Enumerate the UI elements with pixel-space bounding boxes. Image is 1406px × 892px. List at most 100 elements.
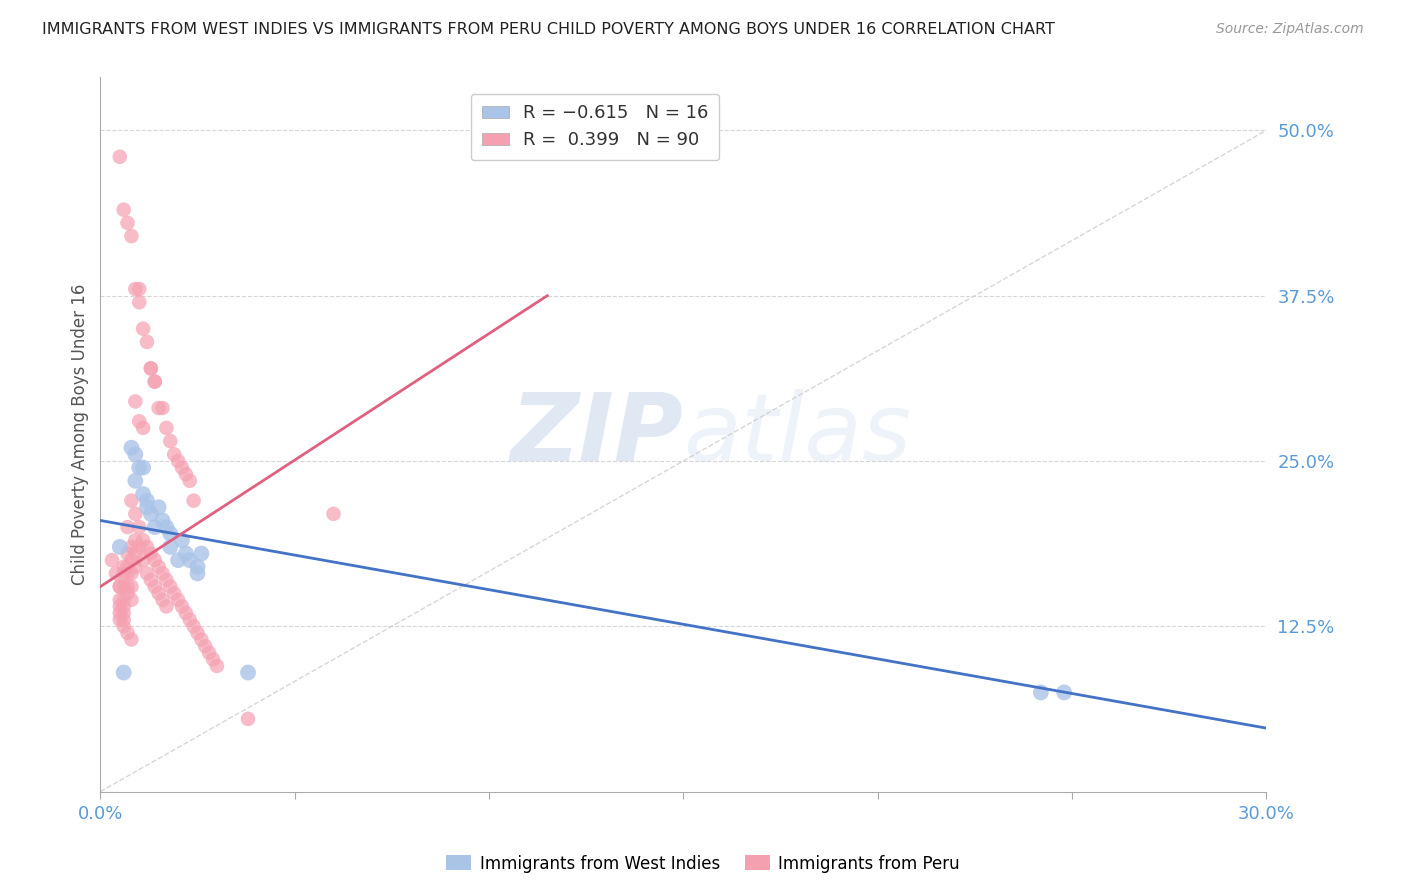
Point xyxy=(112,566,135,581)
Point xyxy=(112,599,135,614)
Point xyxy=(1053,685,1076,699)
Point xyxy=(120,632,142,647)
Legend: Immigrants from West Indies, Immigrants from Peru: Immigrants from West Indies, Immigrants … xyxy=(440,848,966,880)
Point xyxy=(139,361,162,376)
Point xyxy=(117,586,139,600)
Point xyxy=(183,619,205,633)
Point xyxy=(322,507,344,521)
Point xyxy=(108,540,131,554)
Point xyxy=(139,573,162,587)
Point xyxy=(152,513,174,527)
Point xyxy=(108,150,131,164)
Point xyxy=(117,566,139,581)
Point xyxy=(152,566,174,581)
Point xyxy=(174,547,197,561)
Point xyxy=(124,282,146,296)
Point xyxy=(120,580,142,594)
Point xyxy=(174,606,197,620)
Point xyxy=(101,553,124,567)
Text: IMMIGRANTS FROM WEST INDIES VS IMMIGRANTS FROM PERU CHILD POVERTY AMONG BOYS UND: IMMIGRANTS FROM WEST INDIES VS IMMIGRANT… xyxy=(42,22,1054,37)
Point xyxy=(190,547,212,561)
Point xyxy=(1029,685,1052,699)
Point xyxy=(136,566,159,581)
Point xyxy=(159,580,181,594)
Point xyxy=(143,580,166,594)
Point xyxy=(132,553,155,567)
Point xyxy=(174,467,197,482)
Point xyxy=(108,599,131,614)
Point xyxy=(124,507,146,521)
Point xyxy=(190,632,212,647)
Point xyxy=(139,361,162,376)
Point xyxy=(120,493,142,508)
Point xyxy=(194,639,217,653)
Point xyxy=(155,421,177,435)
Point xyxy=(132,322,155,336)
Point xyxy=(167,592,190,607)
Point xyxy=(143,520,166,534)
Point xyxy=(143,553,166,567)
Point xyxy=(112,202,135,217)
Point xyxy=(159,540,181,554)
Point xyxy=(128,295,150,310)
Point xyxy=(186,566,208,581)
Point xyxy=(198,646,221,660)
Y-axis label: Child Poverty Among Boys Under 16: Child Poverty Among Boys Under 16 xyxy=(72,284,89,585)
Point xyxy=(120,229,142,244)
Point xyxy=(112,559,135,574)
Point xyxy=(170,460,193,475)
Point xyxy=(152,401,174,415)
Point xyxy=(108,580,131,594)
Point xyxy=(108,606,131,620)
Point xyxy=(120,540,142,554)
Point xyxy=(167,553,190,567)
Point xyxy=(132,533,155,548)
Point xyxy=(108,592,131,607)
Point xyxy=(186,626,208,640)
Point xyxy=(139,507,162,521)
Point xyxy=(128,460,150,475)
Point xyxy=(117,580,139,594)
Legend: R = −0.615   N = 16, R =  0.399   N = 90: R = −0.615 N = 16, R = 0.399 N = 90 xyxy=(471,94,720,161)
Point xyxy=(148,559,170,574)
Point xyxy=(112,665,135,680)
Point xyxy=(112,619,135,633)
Point xyxy=(136,500,159,515)
Point xyxy=(186,559,208,574)
Point xyxy=(120,566,142,581)
Point xyxy=(117,547,139,561)
Point xyxy=(128,282,150,296)
Point xyxy=(163,447,186,461)
Point xyxy=(179,613,201,627)
Point xyxy=(128,520,150,534)
Point xyxy=(132,487,155,501)
Point xyxy=(179,474,201,488)
Point xyxy=(183,493,205,508)
Point xyxy=(143,375,166,389)
Point xyxy=(136,334,159,349)
Point xyxy=(117,626,139,640)
Point xyxy=(205,659,228,673)
Point xyxy=(159,434,181,449)
Point xyxy=(155,520,177,534)
Point xyxy=(124,447,146,461)
Point xyxy=(124,394,146,409)
Point xyxy=(155,573,177,587)
Point xyxy=(124,533,146,548)
Point xyxy=(170,599,193,614)
Point xyxy=(236,665,259,680)
Point xyxy=(117,520,139,534)
Point xyxy=(148,500,170,515)
Point xyxy=(124,559,146,574)
Point xyxy=(117,559,139,574)
Point xyxy=(124,474,146,488)
Point xyxy=(148,401,170,415)
Point xyxy=(143,375,166,389)
Point xyxy=(104,566,127,581)
Point xyxy=(170,533,193,548)
Text: ZIP: ZIP xyxy=(510,389,683,481)
Point xyxy=(136,540,159,554)
Point xyxy=(112,580,135,594)
Point xyxy=(108,613,131,627)
Point xyxy=(128,540,150,554)
